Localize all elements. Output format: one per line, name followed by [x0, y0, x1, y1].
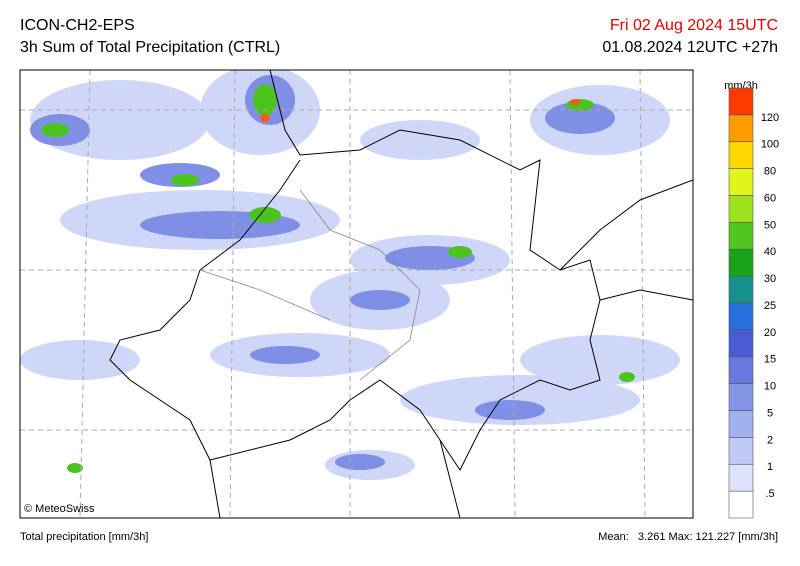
colorbar-label: 2: [767, 434, 773, 446]
colorbar-box: [728, 463, 754, 492]
borders: [109, 70, 693, 518]
run-time: 01.08.2024 12UTC +27h: [602, 39, 778, 56]
product-name: 3h Sum of Total Precipitation (CTRL): [20, 39, 280, 56]
colorbar-box: [728, 248, 754, 277]
colorbar-label: .5: [765, 488, 774, 500]
colorbar-label: 60: [764, 192, 776, 204]
colorbar-label: 50: [764, 219, 776, 231]
credit: © MeteoSwiss: [24, 503, 95, 515]
colorbar-box: [728, 383, 754, 411]
grid-lines: [20, 70, 693, 518]
colorbar-label: 25: [764, 300, 776, 312]
colorbar-label: 15: [764, 354, 776, 366]
colorbar-label: 10: [764, 381, 776, 393]
model-name: ICON-CH2-EPS: [20, 17, 135, 34]
colorbar-label: 1: [767, 461, 773, 473]
colorbar-box: [728, 410, 754, 438]
colorbar-box: [728, 87, 754, 116]
map-frame: [19, 69, 694, 519]
colorbar-box: [728, 302, 754, 331]
colorbar-box: [728, 329, 754, 358]
colorbar-box: [728, 490, 754, 519]
colorbar-box: [728, 141, 754, 169]
colorbar-label: 100: [761, 139, 779, 151]
valid-time: Fri 02 Aug 2024 15UTC: [610, 17, 778, 34]
colorbar-box: [728, 168, 754, 196]
colorbar-label: 40: [764, 246, 776, 258]
colorbar-box: [728, 222, 754, 250]
colorbar-box: [728, 114, 754, 143]
colorbar-label: 5: [767, 407, 773, 419]
colorbar-label: 30: [764, 273, 776, 285]
footer-right: Mean: 3.261 Max: 121.227 [mm/3h]: [598, 531, 778, 543]
colorbar-box: [728, 356, 754, 384]
colorbar-box: [728, 437, 754, 465]
precipitation-field: [20, 70, 693, 518]
colorbar-label: 80: [764, 166, 776, 178]
colorbar-box: [728, 195, 754, 223]
colorbar-label: 20: [764, 327, 776, 339]
colorbar-label: 120: [761, 112, 779, 124]
footer-left: Total precipitation [mm/3h]: [20, 531, 148, 543]
map: © MeteoSwiss: [19, 69, 694, 519]
colorbar-box: [728, 275, 754, 304]
